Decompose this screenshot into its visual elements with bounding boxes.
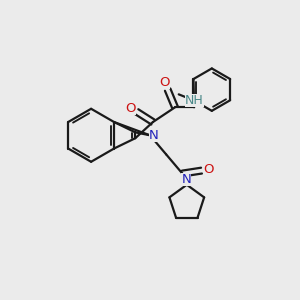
Text: N: N: [149, 129, 159, 142]
Text: O: O: [204, 163, 214, 176]
Text: O: O: [160, 76, 170, 89]
Text: NH: NH: [185, 94, 203, 107]
Text: O: O: [125, 102, 136, 115]
Text: N: N: [181, 173, 191, 186]
